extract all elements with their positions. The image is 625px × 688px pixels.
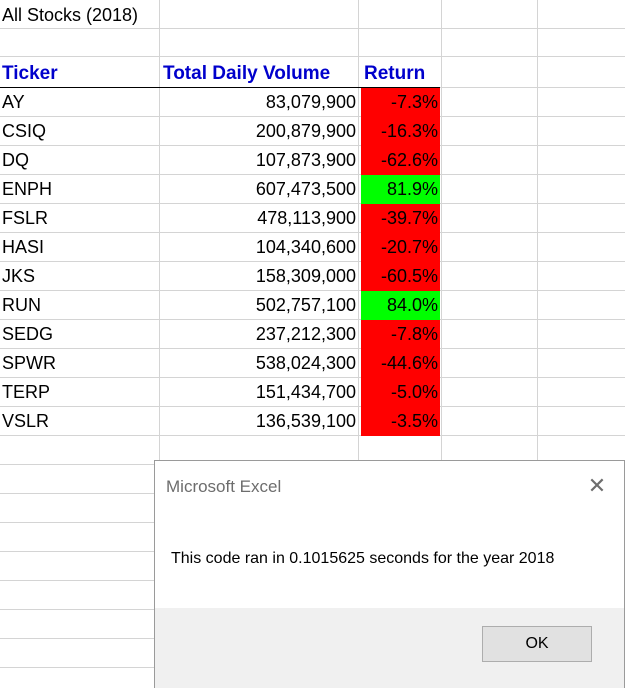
volume-cell[interactable]: 200,879,900 xyxy=(255,121,356,141)
volume-cell[interactable]: 478,113,900 xyxy=(257,208,356,228)
volume-cell[interactable]: 104,340,600 xyxy=(255,237,356,257)
gridline xyxy=(0,377,625,378)
gridline xyxy=(159,0,160,688)
gridline xyxy=(0,174,625,175)
ticker-cell[interactable]: VSLR xyxy=(2,411,50,431)
volume-cell[interactable]: 107,873,900 xyxy=(255,150,356,170)
gridline xyxy=(0,28,625,29)
ticker-cell[interactable]: DQ xyxy=(2,150,29,170)
header-ticker[interactable]: Ticker xyxy=(2,63,58,84)
return-cell[interactable]: -5.0% xyxy=(361,378,440,407)
gridline xyxy=(0,406,625,407)
return-cell[interactable]: -60.5% xyxy=(361,262,440,291)
ticker-cell[interactable]: JKS xyxy=(2,266,36,286)
gridline xyxy=(0,290,625,291)
ticker-cell[interactable]: SEDG xyxy=(2,324,54,344)
ticker-cell[interactable]: TERP xyxy=(2,382,51,402)
volume-cell[interactable]: 237,212,300 xyxy=(255,324,356,344)
volume-cell[interactable]: 151,434,700 xyxy=(255,382,356,402)
ticker-cell[interactable]: HASI xyxy=(2,237,45,257)
dialog-title: Microsoft Excel xyxy=(166,477,282,496)
return-cell[interactable]: -7.3% xyxy=(361,88,440,117)
return-cell[interactable]: 81.9% xyxy=(361,175,440,204)
header-return[interactable]: Return xyxy=(364,63,426,84)
ticker-cell[interactable]: SPWR xyxy=(2,353,56,373)
return-cell[interactable]: -39.7% xyxy=(361,204,440,233)
gridline xyxy=(0,348,625,349)
volume-cell[interactable]: 136,539,100 xyxy=(255,411,356,431)
gridline xyxy=(0,261,625,262)
ticker-cell[interactable]: FSLR xyxy=(2,208,49,228)
ticker-cell[interactable]: RUN xyxy=(2,295,41,315)
dialog-footer: OK xyxy=(155,608,624,688)
volume-cell[interactable]: 502,757,100 xyxy=(255,295,356,315)
return-cell[interactable]: -7.8% xyxy=(361,320,440,349)
ticker-cell[interactable]: ENPH xyxy=(2,179,53,199)
return-cell[interactable]: -20.7% xyxy=(361,233,440,262)
header-border xyxy=(0,87,440,88)
return-cell[interactable]: -16.3% xyxy=(361,117,440,146)
gridline xyxy=(0,319,625,320)
ticker-cell[interactable]: AY xyxy=(2,92,25,112)
dialog-message: This code ran in 0.1015625 seconds for t… xyxy=(171,550,555,567)
ok-button[interactable]: OK xyxy=(482,626,592,662)
message-dialog: Microsoft Excel ✕ This code ran in 0.101… xyxy=(154,460,625,688)
return-cell[interactable]: -3.5% xyxy=(361,407,440,436)
return-cell[interactable]: -62.6% xyxy=(361,146,440,175)
header-total-daily-volume[interactable]: Total Daily Volume xyxy=(163,63,331,84)
sheet-title[interactable]: All Stocks (2018) xyxy=(2,5,139,25)
gridline xyxy=(0,116,625,117)
gridline xyxy=(0,56,625,57)
gridline xyxy=(358,0,359,688)
ticker-cell[interactable]: CSIQ xyxy=(2,121,47,141)
return-cell[interactable]: 84.0% xyxy=(361,291,440,320)
return-cell[interactable]: -44.6% xyxy=(361,349,440,378)
gridline xyxy=(441,0,442,688)
gridline xyxy=(0,232,625,233)
gridline xyxy=(537,0,538,688)
volume-cell[interactable]: 607,473,500 xyxy=(255,179,356,199)
gridline xyxy=(0,435,625,436)
close-icon[interactable]: ✕ xyxy=(587,473,607,498)
gridline xyxy=(0,203,625,204)
volume-cell[interactable]: 538,024,300 xyxy=(255,353,356,373)
gridline xyxy=(0,145,625,146)
volume-cell[interactable]: 158,309,000 xyxy=(255,266,356,286)
volume-cell[interactable]: 83,079,900 xyxy=(265,92,356,112)
